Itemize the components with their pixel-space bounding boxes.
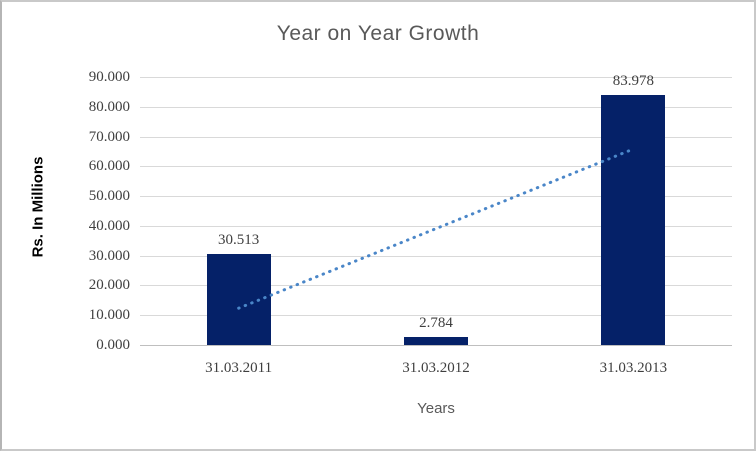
data-label: 30.513 bbox=[218, 232, 260, 249]
trendline bbox=[237, 147, 635, 310]
y-tick-label: 80.000 bbox=[88, 98, 130, 115]
x-tick-label: 31.03.2011 bbox=[205, 360, 273, 376]
y-tick-label: 50.000 bbox=[88, 188, 130, 205]
y-tick-label: 10.000 bbox=[88, 307, 130, 324]
chart-title: Year on Year Growth bbox=[276, 22, 480, 45]
gridline bbox=[140, 225, 732, 227]
gridline bbox=[140, 77, 732, 78]
x-tick-label: 31.03.2013 bbox=[599, 360, 668, 376]
data-label: 83.978 bbox=[612, 72, 654, 89]
y-tick-label: 60.000 bbox=[88, 158, 130, 175]
gridline bbox=[140, 315, 732, 317]
x-tick-label: 31.03.2012 bbox=[402, 360, 470, 376]
y-tick-label: 30.000 bbox=[88, 247, 130, 264]
y-tick-label: 40.000 bbox=[88, 217, 130, 234]
y-tick-label: 90.000 bbox=[88, 69, 130, 85]
x-axis-title: Years bbox=[417, 400, 455, 417]
data-label: 2.784 bbox=[419, 314, 453, 331]
gridline bbox=[140, 255, 732, 257]
bar bbox=[206, 254, 271, 345]
y-tick-label: 20.000 bbox=[88, 277, 130, 294]
gridline bbox=[140, 285, 732, 287]
y-tick-label: 70.000 bbox=[88, 128, 130, 145]
gridline bbox=[140, 196, 732, 198]
gridline bbox=[140, 106, 732, 108]
gridline bbox=[140, 136, 732, 138]
y-tick-label: 0.000 bbox=[96, 337, 130, 353]
gridline bbox=[140, 166, 732, 168]
bar bbox=[404, 336, 468, 345]
bar bbox=[601, 94, 666, 345]
plot-area: 30.513 2.784 83.978 bbox=[140, 73, 732, 346]
